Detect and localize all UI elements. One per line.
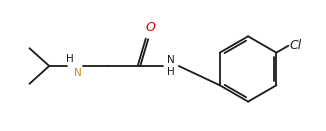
- Text: N: N: [167, 55, 175, 65]
- Text: H: H: [66, 54, 74, 64]
- Text: Cl: Cl: [289, 39, 302, 52]
- Text: N: N: [74, 68, 82, 78]
- Text: H: H: [167, 67, 175, 77]
- Text: O: O: [145, 21, 155, 34]
